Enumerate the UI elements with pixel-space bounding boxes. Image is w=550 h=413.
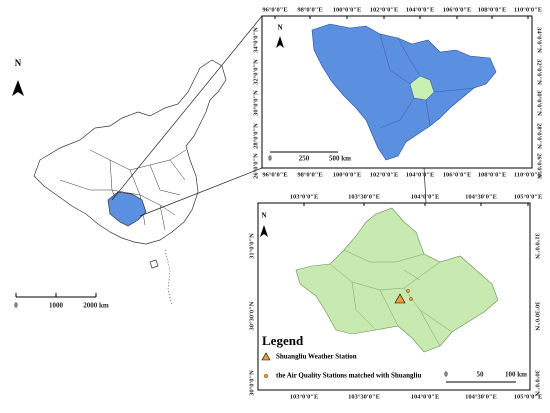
lat-label: 34°0'0"N bbox=[536, 27, 543, 53]
scale-label: 0 bbox=[14, 302, 18, 310]
city-panel: N Legend Shuangliu Weather Station the A… bbox=[248, 193, 542, 400]
lon-label: 98°0'0"E bbox=[297, 6, 322, 13]
country-outline bbox=[33, 59, 227, 245]
air-station-marker bbox=[409, 297, 413, 301]
lon-label: 106°0'0"E bbox=[443, 6, 472, 13]
lon-label: 104°0'0"E bbox=[411, 393, 440, 400]
scale-label: 100 km bbox=[505, 371, 527, 379]
south-sea-islands bbox=[164, 249, 173, 306]
lat-label: 30°0'0"N bbox=[248, 370, 255, 396]
lat-label: 31°0'0"N bbox=[534, 233, 541, 259]
lon-label: 103°30'0"E bbox=[348, 393, 380, 400]
air-station-marker bbox=[406, 289, 410, 293]
lon-label: 108°0'0"E bbox=[478, 171, 507, 178]
lon-label: 96°0'0"E bbox=[262, 171, 287, 178]
lat-label: 34°0'0"N bbox=[252, 27, 259, 53]
lon-label: 105°0'0"E bbox=[514, 393, 543, 400]
legend-title: Legend bbox=[262, 333, 304, 348]
north-arrow bbox=[276, 36, 284, 48]
sichuan-highlight bbox=[107, 191, 147, 227]
lon-label: 96°0'0"E bbox=[262, 6, 287, 13]
lat-label: 28°0'0"N bbox=[252, 123, 259, 149]
lat-label: 32°0'0"N bbox=[252, 59, 259, 85]
lon-label: 104°0'0"E bbox=[406, 171, 435, 178]
lon-label: 100°0'0"E bbox=[333, 171, 362, 178]
lon-label: 110°0'0"E bbox=[514, 171, 542, 178]
lon-label: 106°0'0"E bbox=[443, 171, 472, 178]
north-label: N bbox=[277, 24, 282, 32]
legend-symbol bbox=[263, 373, 269, 379]
weather-station-marker bbox=[394, 293, 406, 304]
lat-label: 31°0'0"N bbox=[248, 233, 255, 259]
lon-label: 103°0'0"E bbox=[290, 193, 319, 200]
scale-label: 0 bbox=[444, 371, 448, 379]
lat-label: 32°0'0"N bbox=[536, 59, 543, 85]
lon-label: 103°0'0"E bbox=[290, 393, 319, 400]
prefecture-borders bbox=[379, 33, 475, 129]
lon-label: 104°30'0"E bbox=[465, 393, 497, 400]
district-borders bbox=[329, 249, 453, 347]
legend-symbol bbox=[261, 352, 271, 361]
lat-label: 30°0'0"N bbox=[534, 370, 541, 396]
chengdu-map bbox=[295, 207, 499, 353]
lon-label: 104°30'0"E bbox=[465, 193, 497, 200]
legend-label: Shuangliu Weather Station bbox=[276, 353, 357, 361]
scale-label: 0 bbox=[268, 155, 272, 163]
north-arrow bbox=[12, 80, 24, 96]
province-panel: N 0 250 500 km 96°0'0"E 96°0'0"E 98°0'0"E 9… bbox=[252, 6, 542, 179]
sichuan-map bbox=[311, 23, 497, 161]
lon-label: 105°0'0"E bbox=[514, 193, 543, 200]
lon-label: 98°0'0"E bbox=[297, 171, 322, 178]
legend-label: the Air Quality Stations matched with Sh… bbox=[276, 372, 421, 380]
lon-label: 110°0'0"E bbox=[514, 6, 542, 13]
lon-label: 104°0'0"E bbox=[411, 193, 440, 200]
lon-label: 102°0'0"E bbox=[370, 6, 399, 13]
lon-label: 104°0'0"E bbox=[406, 6, 435, 13]
lat-label: 28°0'0"N bbox=[536, 123, 543, 149]
lat-label: 30°0'0"N bbox=[252, 90, 259, 116]
overview-map bbox=[33, 59, 227, 306]
north-label: N bbox=[15, 58, 22, 68]
connector-line bbox=[139, 167, 263, 217]
scale-label: 50 bbox=[477, 371, 485, 379]
hainan bbox=[149, 259, 159, 269]
lon-label: 100°0'0"E bbox=[333, 6, 362, 13]
scale-label: 1000 bbox=[49, 302, 64, 310]
lat-label: 26°0'0"N bbox=[252, 153, 259, 179]
lat-label: 30°30'0"N bbox=[534, 302, 541, 331]
connector-line bbox=[111, 15, 263, 201]
scale-label: 500 km bbox=[329, 155, 351, 163]
scale-label: 2000 km bbox=[83, 302, 109, 310]
lon-label: 102°0'0"E bbox=[370, 171, 399, 178]
lon-label: 103°30'0"E bbox=[348, 193, 380, 200]
scale-label: 250 bbox=[299, 155, 310, 163]
lat-label: 30°0'0"N bbox=[536, 90, 543, 116]
north-arrow bbox=[260, 225, 268, 237]
lat-label: 26°0'0"N bbox=[536, 153, 543, 179]
lat-label: 30°30'0"N bbox=[248, 301, 255, 330]
lon-label: 108°0'0"E bbox=[478, 6, 507, 13]
north-label: N bbox=[261, 212, 266, 220]
